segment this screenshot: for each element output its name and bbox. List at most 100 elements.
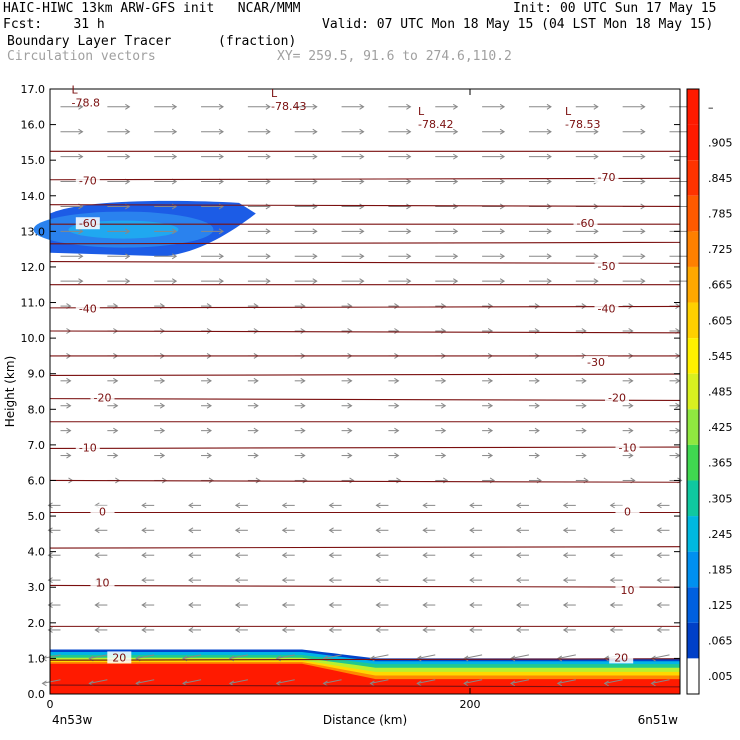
circulation-vector-head	[328, 552, 334, 559]
circulation-vector-head	[640, 103, 646, 110]
circulation-vector-head	[41, 680, 47, 687]
colorbar-swatch	[687, 587, 699, 623]
y-tick-label: 1.0	[28, 652, 46, 665]
circulation-vector-head	[359, 228, 365, 235]
circulation-vector-head	[628, 452, 634, 459]
isotherm-label: 0	[99, 506, 106, 519]
circulation-vector-head	[369, 655, 375, 662]
y-tick-label: 4.0	[28, 546, 46, 559]
circulation-vector	[370, 679, 389, 684]
circulation-vector-head	[609, 577, 615, 584]
circulation-vector-head	[300, 402, 306, 409]
circulation-vector-head	[556, 655, 563, 662]
circulation-vectors-layer	[41, 103, 693, 687]
circulation-vector-head	[359, 278, 365, 285]
circulation-vector-head	[593, 128, 599, 135]
circulation-vector-head	[66, 452, 72, 459]
isotherm-line	[49, 261, 681, 264]
isotherm-label-bg	[75, 217, 100, 230]
low-marker: L	[418, 105, 425, 118]
circulation-vector-head	[487, 452, 494, 459]
circulation-vector-head	[375, 502, 381, 509]
colorbar-swatch	[687, 195, 699, 232]
colorbar-swatch	[687, 658, 699, 694]
circulation-vector-head	[441, 427, 447, 434]
y-tick-label: 5.0	[28, 510, 46, 523]
circulation-vector-head	[463, 655, 469, 662]
isotherm-label: -70	[598, 171, 616, 184]
isotherm-label-bg	[594, 170, 619, 183]
circulation-vector-head	[516, 602, 522, 608]
circulation-vector-head	[281, 552, 287, 559]
circulation-vector-head	[188, 577, 194, 584]
circulation-vector-head	[534, 402, 540, 409]
circulation-vector-head	[218, 228, 224, 235]
circulation-vector-head	[656, 577, 662, 584]
contour-labels-layer: -70 -70 -60 -60 -50 -40 -40 -30 -20 -20 -10 -10 0 0 10…	[72, 84, 640, 664]
circulation-vector-head	[628, 377, 634, 384]
circulation-vector-head	[188, 627, 194, 633]
circulation-vector-head	[406, 203, 412, 210]
circulation-vector-head	[469, 527, 475, 534]
circulation-vector-head	[394, 452, 400, 459]
circulation-vector-head	[640, 278, 646, 285]
circulation-vector-head	[322, 655, 328, 662]
circulation-vector-head	[562, 577, 569, 584]
colorbar-swatch	[687, 551, 699, 588]
circulation-vector-head	[349, 477, 355, 484]
colorbar-label: .065	[708, 635, 733, 648]
circulation-vector-head	[312, 103, 318, 110]
isotherm-label: 10	[96, 577, 110, 590]
circulation-vector-head	[312, 178, 318, 185]
circulation-vector-head	[441, 377, 447, 384]
circulation-vector-head	[218, 153, 224, 160]
circulation-vector-head	[94, 552, 100, 559]
circulation-vector-head	[453, 103, 459, 110]
circulation-vector-head	[609, 627, 615, 633]
circulation-vector-head	[125, 153, 131, 160]
circulation-vector-head	[359, 153, 365, 160]
axes-layer: 0.0 1.0 2.0 3.0 4.0 5.0 6.0 7.0 8.0 9.0 10.0 11.0 12…	[3, 83, 681, 727]
circulation-vector-head	[159, 402, 166, 409]
circulation-vector-head	[499, 178, 506, 185]
circulation-vector-head	[581, 303, 587, 310]
circulation-vector-head	[546, 153, 552, 160]
circulation-vector-head	[656, 627, 662, 633]
circulation-vector-head	[516, 527, 522, 534]
circulation-vector-head	[375, 627, 381, 633]
circulation-vector-head	[66, 402, 72, 409]
y-tick-label: 6.0	[28, 474, 46, 487]
low-marker: L	[271, 87, 278, 100]
isotherm-line	[49, 684, 681, 688]
circulation-vector-head	[78, 253, 84, 260]
circulation-vector-head	[394, 377, 400, 384]
plot-frame	[49, 88, 681, 695]
low-value-label: -78.8	[72, 97, 100, 110]
circulation-vector-head	[656, 502, 662, 509]
circulation-vector-head	[312, 228, 318, 235]
circulation-vector-head	[581, 377, 587, 384]
circulation-vector-head	[375, 527, 381, 534]
circulation-vector-head	[171, 253, 178, 260]
isotherm-line	[49, 305, 681, 309]
circulation-vector-head	[593, 228, 599, 235]
circulation-vector-head	[628, 402, 634, 409]
circulation-vector-head	[534, 427, 540, 434]
circulation-vector-head	[47, 602, 53, 608]
circulation-vector-head	[499, 253, 506, 260]
isotherm-line	[49, 479, 681, 483]
circulation-vector	[276, 679, 295, 684]
circulation-vector	[89, 679, 108, 684]
circulation-vector-head	[78, 278, 84, 285]
circulation-vector-head	[422, 627, 428, 633]
low-marker: L	[565, 105, 572, 118]
y-tick-label: 2.0	[28, 617, 46, 630]
circulation-vector-head	[125, 253, 131, 260]
circulation-vector-head	[328, 527, 334, 534]
circulation-vector-head	[422, 527, 428, 534]
circulation-vector-head	[253, 377, 259, 384]
circulation-vector-head	[206, 427, 212, 434]
low-marker: L	[72, 84, 79, 97]
circulation-vector-head	[516, 577, 522, 584]
circulation-vector	[464, 654, 483, 659]
